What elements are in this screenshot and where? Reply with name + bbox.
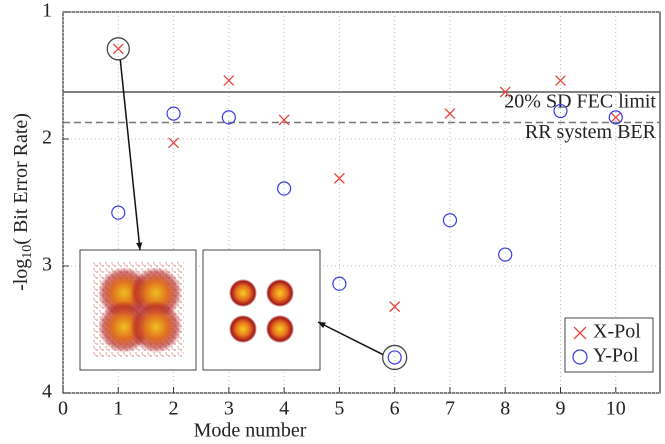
reference-label: RR system BER	[525, 121, 657, 143]
circle-marker	[498, 247, 513, 262]
arrow-head	[318, 322, 326, 329]
legend-entry: X-Pol	[573, 321, 641, 343]
y-label-text: -log	[10, 259, 32, 291]
x-marker	[168, 137, 180, 149]
x-marker	[610, 111, 622, 123]
x-tick-label: 10	[606, 398, 626, 420]
x-tick-label: 2	[169, 398, 179, 420]
arrow	[317, 321, 384, 356]
x-marker	[389, 301, 401, 313]
x-tick-label: 8	[500, 398, 510, 420]
highlight-ring	[106, 37, 130, 61]
y-tick-label: 2	[42, 127, 52, 149]
x-axis-label: Mode number	[194, 420, 307, 442]
y-axis-label: -log10( Bit Error Rate)	[10, 113, 36, 291]
x-tick-label: 9	[556, 398, 566, 420]
reference-label: 20% SD FEC limit	[504, 91, 656, 113]
circle-marker	[608, 110, 623, 125]
circle-marker	[111, 205, 126, 220]
legend-entry: Y-Pol	[572, 345, 639, 367]
y-tick-label: 4	[42, 381, 52, 403]
x-tick-label: 5	[334, 398, 344, 420]
y-tick-label: 1	[42, 0, 52, 22]
legend-label: X-Pol	[593, 321, 641, 343]
legend-box	[564, 317, 654, 373]
circle-marker	[387, 350, 402, 365]
x-tick-label: 1	[113, 398, 123, 420]
x-tick-label: 6	[390, 398, 400, 420]
circle-marker	[221, 110, 236, 125]
circle-marker	[277, 181, 292, 196]
x-tick-label: 0	[58, 398, 68, 420]
x-marker	[112, 43, 124, 55]
highlight-ring	[382, 344, 408, 371]
plot-area	[62, 11, 661, 394]
x-marker	[444, 108, 456, 120]
arrow	[119, 59, 141, 251]
x-marker	[499, 86, 511, 98]
plot-frame	[62, 11, 661, 394]
x-tick-label: 4	[279, 398, 289, 420]
inset-clean	[202, 249, 321, 371]
x-marker	[278, 114, 290, 126]
x-tick-label: 7	[445, 398, 455, 420]
x-tick-label: 3	[224, 398, 234, 420]
legend-label: Y-Pol	[593, 345, 639, 367]
y-tick-label: 3	[42, 254, 52, 276]
y-label-subscript: 10	[20, 245, 35, 259]
x-marker	[333, 172, 345, 184]
arrow-head	[136, 242, 143, 250]
circle-marker	[166, 106, 181, 121]
legend-marker	[572, 349, 588, 365]
legend-marker	[573, 326, 587, 340]
y-label-suffix: ( Bit Error Rate)	[10, 113, 32, 245]
inset-noisy	[79, 249, 197, 371]
circle-marker	[553, 103, 568, 119]
circle-marker	[332, 276, 347, 291]
x-marker	[555, 75, 566, 87]
circle-marker	[442, 213, 458, 228]
x-marker	[223, 75, 235, 87]
